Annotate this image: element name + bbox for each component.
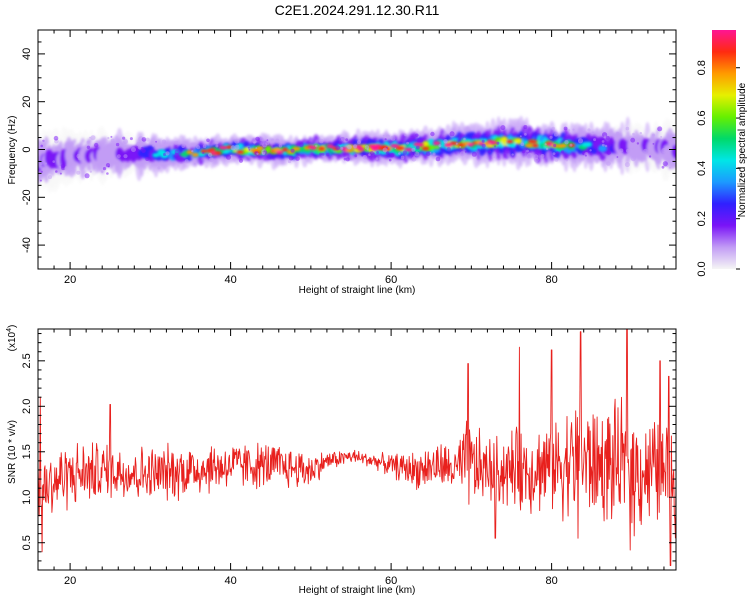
spectrogram-y-tick-label: -40 (21, 237, 33, 253)
snr-x-tick-label: 40 (224, 575, 236, 587)
spectrogram-x-tick-label: 80 (545, 274, 557, 286)
spectrogram-x-ticks: 20 40 60 80 (37, 30, 665, 286)
snr-x-tick-label: 20 (64, 575, 76, 587)
snr-panel: 20 40 60 80 0.5 1.0 1.5 2.0 2.5 Height of strai… (6, 325, 677, 596)
colorbar-tick-label: 0.2 (696, 211, 708, 226)
snr-x-tick-label: 80 (545, 575, 557, 587)
snr-multiplier-base: (x10 (7, 331, 18, 351)
snr-y-multiplier: (x104) (6, 325, 18, 352)
spectrogram-x-tick-label: 20 (64, 274, 76, 286)
snr-multiplier-exponent: 4 (6, 328, 13, 332)
chart-title: C2E1.2024.291.12.30.R11 (274, 2, 440, 18)
svg-text:(x104): (x104) (6, 325, 18, 352)
snr-y-tick-label: 0.5 (21, 535, 33, 550)
snr-y-ticks: 0.5 1.0 1.5 2.0 2.5 (21, 333, 676, 571)
snr-x-tick-label: 60 (385, 575, 397, 587)
snr-y-axis-label: SNR (10 * v/v) (7, 420, 18, 484)
colorbar-label: Normalized spectral amplitude (737, 82, 748, 217)
spectrogram-y-axis-label: Frequency (Hz) (7, 116, 18, 185)
snr-y-tick-label: 2.5 (21, 353, 33, 368)
spectrogram-x-axis-label: Height of straight line (km) (299, 285, 416, 296)
spectrogram-y-tick-label: 40 (21, 48, 33, 60)
spectrogram-x-tick-label: 40 (224, 274, 236, 286)
colorbar-tick-label: 0.8 (696, 60, 708, 75)
colorbar-tick-label: 0.4 (696, 161, 708, 176)
snr-x-ticks: 20 40 60 80 (37, 329, 665, 587)
spectrogram-y-tick-label: 0 (21, 146, 33, 152)
snr-y-tick-label: 1.0 (21, 490, 33, 505)
spectrogram-y-tick-label: 20 (21, 96, 33, 108)
spectrogram-heatmap (38, 115, 676, 194)
snr-multiplier-close: ) (7, 325, 18, 328)
colorbar-tick-label: 0.6 (696, 110, 708, 125)
snr-y-tick-label: 1.5 (21, 444, 33, 459)
spectrogram-y-ticks: -40 -20 0 20 40 (21, 29, 676, 270)
spectrogram-panel: 20 40 60 80 -40 -20 0 20 40 Height of straight … (7, 29, 677, 296)
snr-frame (37, 328, 677, 571)
spectrogram-speckles (38, 125, 673, 182)
snr-background (38, 329, 676, 570)
spectrogram-y-tick-label: -20 (21, 189, 33, 205)
snr-x-axis-label: Height of straight line (km) (299, 585, 416, 596)
colorbar-ticks: 0.0 0.2 0.4 0.6 0.8 (696, 60, 740, 277)
colorbar-gradient (712, 30, 736, 269)
colorbar: 0.0 0.2 0.4 0.6 0.8 Normalized spectral ampl… (696, 30, 748, 277)
snr-series-line (38, 329, 676, 566)
snr-y-tick-label: 2.0 (21, 399, 33, 414)
spectrogram-x-tick-label: 60 (385, 274, 397, 286)
colorbar-tick-label: 0.0 (696, 261, 708, 276)
